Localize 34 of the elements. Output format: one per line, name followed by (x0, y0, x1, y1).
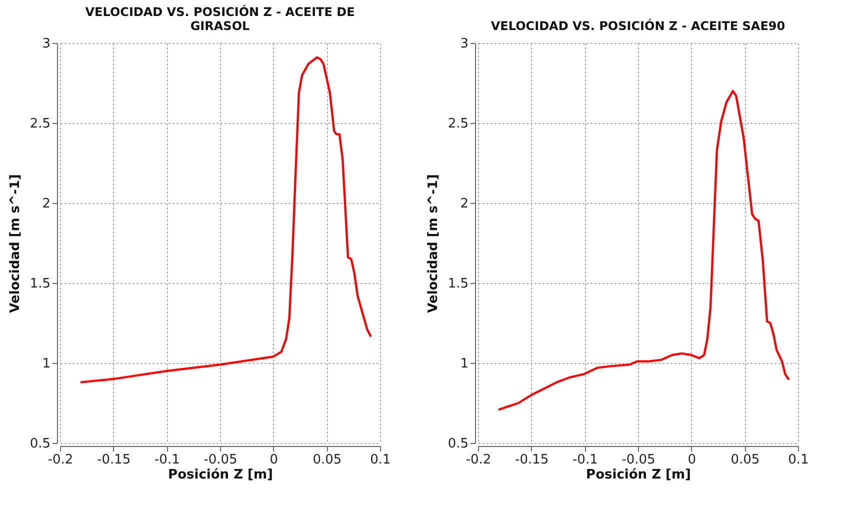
y-tick-label: 3 (42, 36, 50, 52)
y-tick-label: 0.5 (30, 436, 50, 452)
y-tick-label: 2 (460, 196, 468, 212)
chart-title: VELOCIDAD VS. POSICIÓN Z - ACEITE DE GIRASOL (85, 4, 355, 33)
y-tick-label: 1 (460, 356, 468, 372)
x-tick-label: -0.1 (572, 452, 598, 468)
y-tick-label: 0.5 (448, 436, 468, 452)
y-tick-label: 2 (42, 196, 50, 212)
x-tick-label: 0.05 (730, 452, 760, 468)
y-axis-title: Velocidad [m s^-1] (8, 174, 23, 313)
x-tick-label: 0.05 (312, 452, 342, 468)
x-axis-title: Posición Z [m] (586, 468, 691, 482)
x-tick-label: -0.15 (97, 452, 131, 468)
x-tick-label: 0.1 (788, 452, 809, 468)
y-tick-label: 3 (460, 36, 468, 52)
x-tick-label: 0.1 (370, 452, 391, 468)
x-tick-label: -0.05 (204, 452, 238, 468)
chart-title: VELOCIDAD VS. POSICIÓN Z - ACEITE SAE90 (490, 18, 786, 33)
y-axis-title: Velocidad [m s^-1] (426, 174, 441, 313)
x-tick-label: -0.15 (515, 452, 549, 468)
line-series (498, 90, 790, 410)
x-tick-label: -0.05 (622, 452, 656, 468)
x-tick-label: 0 (688, 452, 696, 468)
x-tick-label: -0.2 (48, 452, 74, 468)
y-tick-label: 1 (42, 356, 50, 372)
y-tick-label: 2.5 (30, 116, 50, 132)
y-tick-label: 2.5 (448, 116, 468, 132)
x-tick-label: -0.2 (466, 452, 492, 468)
x-tick-label: -0.1 (154, 452, 180, 468)
y-tick-label: 1.5 (448, 276, 468, 292)
y-tick-label: 1.5 (30, 276, 50, 292)
x-axis-title: Posición Z [m] (168, 468, 273, 482)
x-tick-label: 0 (270, 452, 278, 468)
line-series (80, 56, 372, 384)
